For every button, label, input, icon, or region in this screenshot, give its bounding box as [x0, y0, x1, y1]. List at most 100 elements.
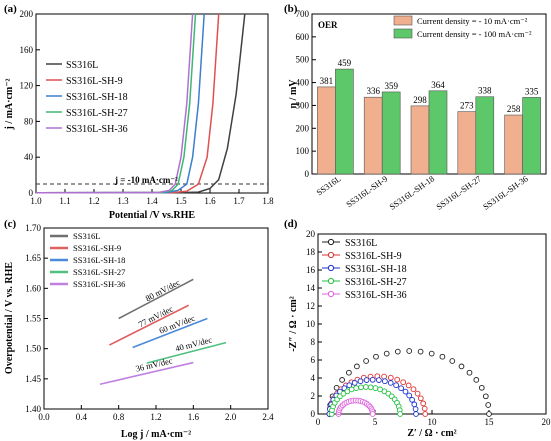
panel-d-data-point [486, 411, 492, 417]
panel-b-ytick-label: 100 [296, 146, 310, 156]
panel-b-bar-value: 338 [478, 86, 492, 96]
panel-b-legend-label: Current density = - 10 mA·cm⁻² [417, 16, 528, 26]
panel-d-data-point [363, 384, 369, 390]
panel-c-series-line [146, 341, 227, 364]
panel-a-ytick-label: 200 [20, 9, 34, 19]
panel-c-series-line [118, 278, 194, 320]
panel-d-xtick-label: 15 [485, 417, 495, 427]
panel-b-bar [522, 97, 541, 175]
panel-d-data-point [478, 384, 485, 391]
panel-c-xtick-label: 0.8 [113, 412, 125, 422]
panel-a-xtick-label: 1.0 [30, 196, 42, 206]
panel-d-data-point [346, 382, 353, 389]
panel-d-data-point [373, 353, 379, 360]
panel-b-ytick-label: 400 [296, 78, 310, 88]
panel-c-series-line [99, 361, 194, 386]
panel-b-category-label: SS316L-SH-36 [481, 173, 530, 211]
panel-d-ytick-label: 10 [306, 319, 316, 329]
panel-d-data-point [369, 411, 376, 417]
panel-d-data-point [485, 402, 492, 408]
panel-d-legend-label: SS316L-SH-9 [345, 251, 402, 262]
panel-d-data-point [449, 358, 456, 364]
panel-d-data-point [400, 379, 407, 386]
panel-d-legend-label: SS316L-SH-36 [345, 290, 407, 301]
panel-a-xtick-label: 1.2 [88, 196, 99, 206]
panel-d-data-point [466, 369, 473, 376]
panel-c-xtick-label: 2.0 [225, 412, 237, 422]
panel-b-bar-value: 258 [507, 104, 521, 114]
panel-c-xtick-label: 1.2 [150, 412, 161, 422]
panel-a-legend-label: SS316L-SH-27 [66, 108, 128, 119]
panel-d-ytick-label: 16 [306, 265, 316, 275]
panel-d-data-point [458, 363, 465, 370]
panel-d-data-point [482, 393, 489, 400]
panel-c-ytick-label: 1.45 [25, 374, 41, 384]
panel-c-ytick-label: 1.70 [25, 223, 41, 233]
panel-c-ytick-label: 1.50 [25, 344, 41, 354]
panel-a-frame [35, 13, 269, 194]
panel-b-bar-value: 359 [384, 81, 398, 91]
panel-d-ytick-label: 12 [306, 301, 315, 311]
panel-d-data-point [398, 385, 404, 392]
panel-b-bar [317, 86, 336, 175]
panel-d-data-point [412, 406, 419, 412]
panel-b-bar-value: 459 [338, 58, 352, 68]
panel-c-legend-label: SS316L-SH-9 [73, 243, 121, 253]
panel-d-ytick-label: 8 [311, 337, 316, 347]
panel-d-ytick-label: 18 [306, 247, 316, 257]
panel-d-ytick-label: 0 [311, 409, 316, 419]
panel-d-label: (d) [284, 218, 298, 230]
panel-b-bar [363, 96, 383, 175]
panel-d-data-point [402, 388, 409, 395]
panel-d-data-point [421, 405, 428, 412]
panel-d-legend-label: SS316L [345, 238, 377, 249]
panel-c-legend-label: SS316L-SH-27 [73, 267, 125, 277]
panel-a-annotation: j = -10 mA·cm⁻² [114, 175, 178, 185]
panel-d-data-point [428, 350, 435, 357]
panel-d-ytick-label: 20 [306, 229, 316, 239]
panel-d-legend-marker [327, 264, 335, 272]
panel-d-data-point [394, 348, 401, 355]
panel-d-data-point [406, 392, 413, 399]
panel-b-ytick-label: 500 [296, 55, 310, 65]
panel-a-series-line [35, 13, 205, 194]
panel-a-legend-label: SS316L [66, 60, 98, 71]
panel-a-series-line [35, 13, 194, 194]
panel-a-label: (a) [4, 3, 17, 15]
panel-a-ytick-label: 40 [24, 152, 34, 162]
panel-a-xtick-label: 1.6 [204, 196, 216, 206]
panel-a-legend-label: SS316L-SH-36 [66, 124, 128, 135]
panel-b-title: OER [318, 20, 338, 30]
panel-a-legend-label: SS316L-SH-18 [66, 92, 128, 103]
panel-d-data-point [473, 377, 480, 383]
panel-a-ylabel: j / mA·cm⁻² [4, 78, 15, 130]
panel-b-legend-swatch [393, 15, 413, 26]
panel-d-legend-marker [327, 290, 335, 298]
panel-a-legend-label: SS316L-SH-9 [66, 76, 123, 87]
panel-a-xtick-label: 1.4 [146, 196, 158, 206]
panel-c-legend-label: SS316L [73, 231, 100, 241]
panel-b-bar [428, 90, 448, 175]
panel-b-bar [457, 111, 477, 175]
panel-b-legend-swatch [393, 28, 413, 39]
panel-d-data-point [369, 376, 376, 383]
panel-d-xtick-label: 10 [428, 417, 438, 427]
panel-b-bar [410, 105, 430, 175]
panel-d-legend-marker [327, 238, 335, 246]
panel-c-xtick-label: 2.4 [262, 412, 274, 422]
panel-d-data-point [346, 369, 352, 376]
panel-d: (d) 0 5 10 15 20 0 2 4 6 8 10 12 14 16 18 20 SS316L SS31… [284, 218, 551, 439]
panel-d-data-point [439, 353, 446, 360]
panel-d-data-point [367, 384, 374, 391]
panel-d-ytick-label: 14 [306, 283, 316, 293]
panel-b-ylabel: η / mV [288, 79, 299, 109]
panel-c-xtick-label: 0.0 [38, 412, 50, 422]
panel-d-data-point [414, 390, 421, 397]
panel-d-xtick-label: 5 [373, 417, 378, 427]
panel-b-bar-value: 335 [525, 86, 539, 96]
panel-b-label: (b) [284, 3, 298, 15]
panel-a-xlabel: Potential /V vs.RHE [109, 210, 196, 221]
panel-b-bar-value: 336 [366, 86, 380, 96]
panel-d-data-point [394, 376, 401, 383]
panel-b-ytick-label: 200 [296, 123, 310, 133]
